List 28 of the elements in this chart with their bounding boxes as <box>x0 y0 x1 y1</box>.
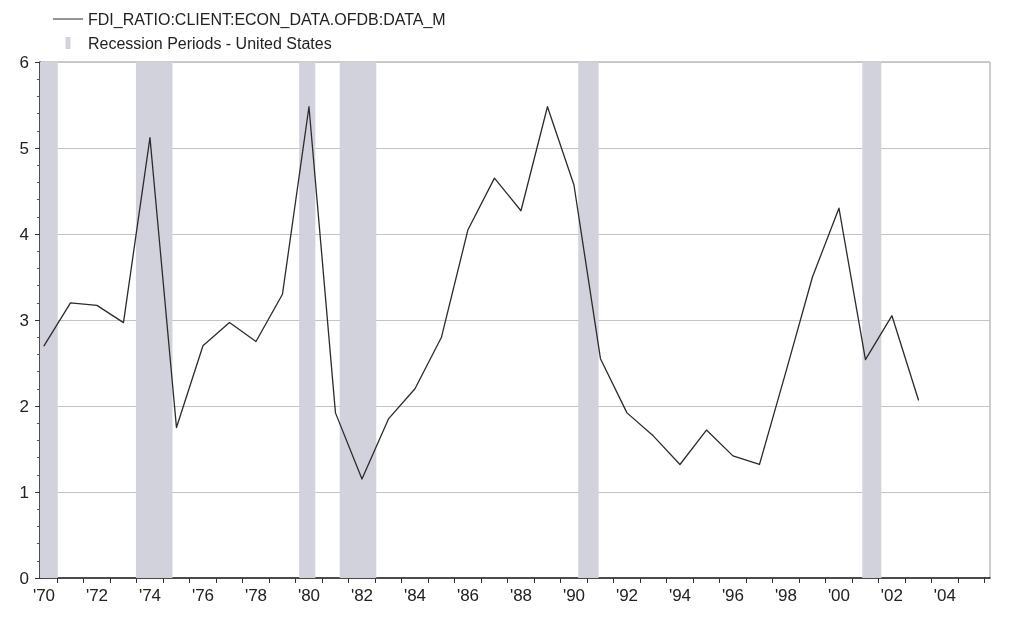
line-series <box>43 106 920 480</box>
x-tick-label: '92 <box>615 586 639 605</box>
y-tick-label: 4 <box>19 224 29 244</box>
x-tick-label: '04 <box>933 586 957 605</box>
x-tick-label: '98 <box>774 586 798 605</box>
y-tick-label: 5 <box>19 138 29 158</box>
legend-label: Recession Periods - United States <box>88 34 332 52</box>
y-tick-label: 2 <box>19 396 29 416</box>
legend-label: FDI_RATIO:CLIENT:ECON_DATA.OFDB:DATA_M <box>88 10 446 29</box>
y-tick-label: 0 <box>19 568 29 588</box>
x-tick-label: '72 <box>85 586 109 605</box>
x-tick-label: '96 <box>721 586 745 605</box>
x-tick-label: '70 <box>32 586 56 605</box>
x-tick-label: '88 <box>509 586 533 605</box>
x-tick-label: '90 <box>562 586 586 605</box>
x-tick-label: '86 <box>456 586 480 605</box>
x-tick-label: '76 <box>191 586 215 605</box>
y-tick-label: 3 <box>19 310 29 330</box>
x-tick-label: '00 <box>827 586 851 605</box>
x-tick-label: '94 <box>668 586 692 605</box>
x-tick-label: '84 <box>403 586 427 605</box>
x-tick-label: '02 <box>880 586 904 605</box>
x-tick-label: '82 <box>350 586 374 605</box>
y-tick-label: 1 <box>19 482 29 502</box>
y-tick-label: 6 <box>19 52 29 72</box>
x-tick-label: '78 <box>244 586 268 605</box>
x-tick-label: '74 <box>138 586 162 605</box>
x-tick-label: '80 <box>297 586 321 605</box>
